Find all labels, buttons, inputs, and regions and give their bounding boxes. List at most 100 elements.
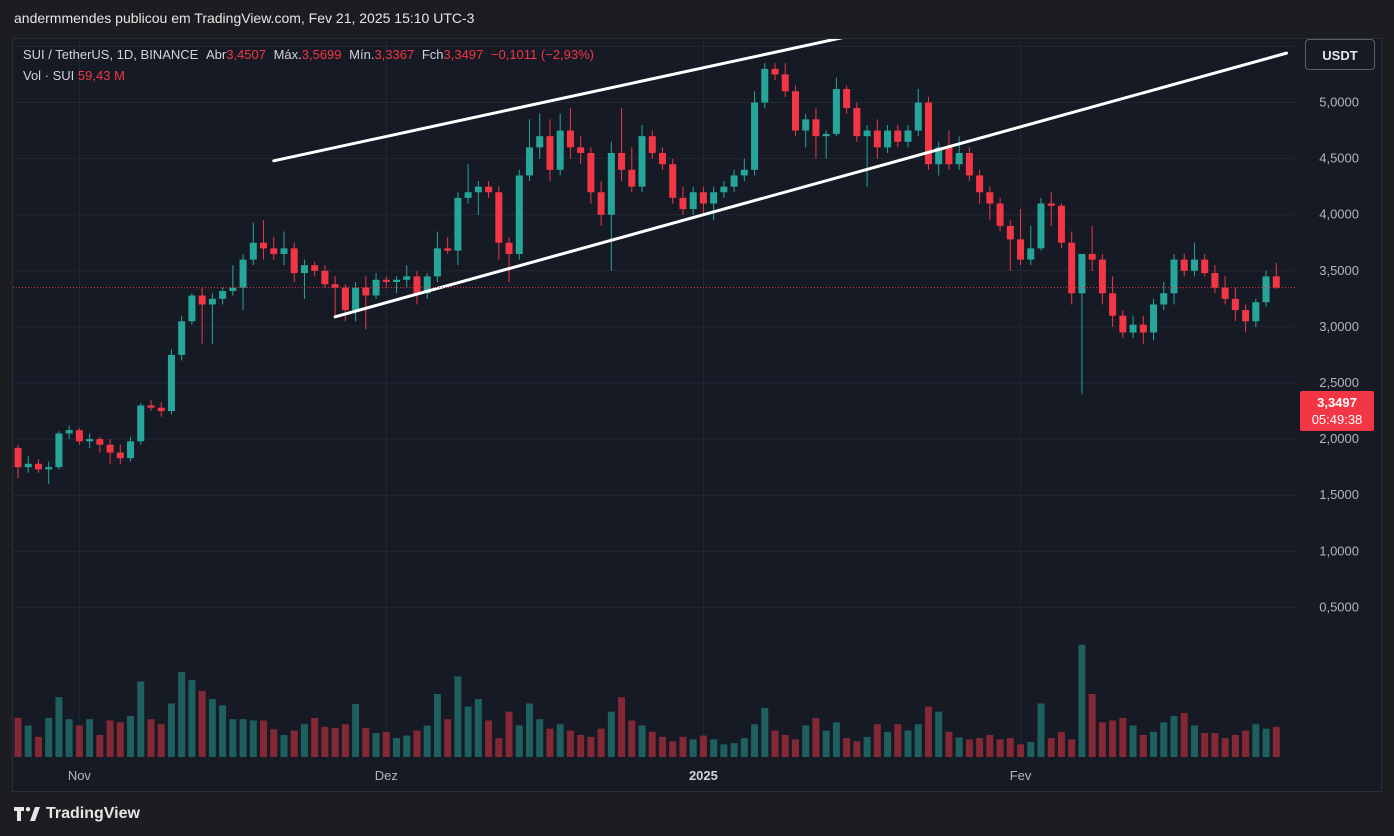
candle-body — [955, 152, 963, 165]
volume-bar — [761, 707, 769, 757]
candlestick-chart[interactable]: 6,00005,50005,00004,50004,00003,50003,00… — [13, 39, 1382, 792]
trendlines[interactable] — [272, 39, 1289, 319]
candle-body — [55, 433, 63, 468]
candle-body — [270, 248, 278, 254]
volume-bar — [740, 738, 748, 757]
volume-bar — [1272, 726, 1280, 757]
candle-body — [1242, 310, 1250, 322]
candle-body — [208, 298, 216, 305]
volume-bar — [178, 671, 186, 757]
candle-body — [1078, 253, 1086, 294]
volume-bar — [188, 680, 196, 757]
currency-button[interactable]: USDT — [1305, 39, 1375, 70]
price-tick: 4,5000 — [1319, 151, 1359, 166]
price-tick: 3,5000 — [1319, 263, 1359, 278]
volume-bar — [597, 728, 605, 757]
candle-body — [352, 287, 360, 311]
price-tick: 5,0000 — [1319, 95, 1359, 110]
time-axis[interactable]: Nov Dez 2025 Fev — [68, 768, 1032, 783]
volume-bar — [873, 724, 881, 757]
candle-body — [260, 242, 268, 249]
candle-body — [341, 287, 349, 311]
volume-bar — [229, 719, 237, 757]
candle-body — [1057, 205, 1065, 243]
volume-bar — [157, 724, 165, 757]
candle-body — [75, 430, 83, 442]
candle-body — [433, 248, 441, 277]
grid — [13, 39, 1295, 757]
low-value: 3,3367 — [374, 47, 415, 62]
volume-bar — [14, 717, 22, 757]
candle-body — [924, 102, 932, 165]
volume-bar — [413, 730, 421, 757]
candle-body — [1129, 324, 1137, 333]
open-label: Abr — [205, 47, 227, 62]
candle-body — [331, 284, 339, 288]
bar-countdown: 05:49:38 — [1311, 412, 1363, 427]
volume-bar — [1262, 728, 1270, 757]
volume-bar — [321, 726, 329, 757]
candle-body — [198, 295, 206, 305]
volume-bar — [372, 733, 380, 757]
volume-label[interactable]: Vol · SUI — [23, 68, 75, 83]
volume-bar — [167, 703, 175, 757]
candle-body — [219, 290, 227, 299]
volume-bar — [1088, 694, 1096, 757]
candle-body — [638, 136, 646, 187]
symbol-label[interactable]: SUI / TetherUS, 1D, BINANCE — [23, 47, 199, 62]
volume-bar — [822, 730, 830, 757]
volume-bar — [1160, 722, 1168, 757]
volume-bar — [935, 711, 943, 757]
volume-bar — [863, 736, 871, 757]
candles — [14, 63, 1280, 484]
volume-bar — [996, 739, 1004, 757]
candle-body — [1201, 259, 1209, 274]
volume-bar — [1231, 734, 1239, 757]
price-tick: 1,0000 — [1319, 543, 1359, 558]
candle-body — [127, 441, 135, 459]
tradingview-logo-icon — [14, 807, 40, 821]
candle-body — [1180, 259, 1188, 271]
candle-body — [791, 91, 799, 131]
candle-body — [1027, 248, 1035, 260]
volume-bar — [86, 719, 94, 757]
volume-bar — [249, 720, 257, 757]
volume-bar — [802, 725, 810, 757]
chart-panel[interactable]: 6,00005,50005,00004,50004,00003,50003,00… — [12, 38, 1382, 792]
volume-bars — [14, 644, 1280, 757]
volume-bar — [914, 724, 922, 757]
time-tick: 2025 — [689, 768, 718, 783]
volume-bar — [536, 719, 544, 757]
volume-bar — [65, 719, 73, 757]
volume-bar — [34, 736, 42, 757]
volume-bar — [280, 734, 288, 757]
volume-bar — [1068, 739, 1076, 757]
brand[interactable]: TradingView — [14, 805, 140, 823]
volume-bar — [781, 734, 789, 757]
time-tick: Nov — [68, 768, 92, 783]
candle-body — [1037, 203, 1045, 249]
candle-body — [536, 136, 544, 148]
candle-body — [249, 242, 257, 260]
close-value: 3,3497 — [443, 47, 484, 62]
candle-body — [945, 147, 953, 165]
volume-bar — [300, 724, 308, 757]
candle-body — [1068, 242, 1076, 294]
candle-body — [546, 136, 554, 170]
price-axis[interactable]: 6,00005,50005,00004,50004,00003,50003,00… — [1319, 39, 1359, 614]
close-label: Fch — [421, 47, 444, 62]
candle-body — [1221, 287, 1229, 299]
candle-body — [116, 452, 124, 459]
candle-body — [710, 192, 718, 204]
candle-body — [914, 102, 922, 131]
high-value: 3,5699 — [301, 47, 342, 62]
candle-body — [587, 152, 595, 193]
candle-body — [730, 175, 738, 187]
candle-body — [1119, 315, 1127, 333]
volume-bar — [945, 731, 953, 757]
candle-body — [1211, 273, 1219, 288]
volume-bar — [106, 720, 114, 757]
volume-bar — [658, 736, 666, 757]
brand-name: TradingView — [46, 805, 140, 822]
volume-bar — [393, 738, 401, 757]
